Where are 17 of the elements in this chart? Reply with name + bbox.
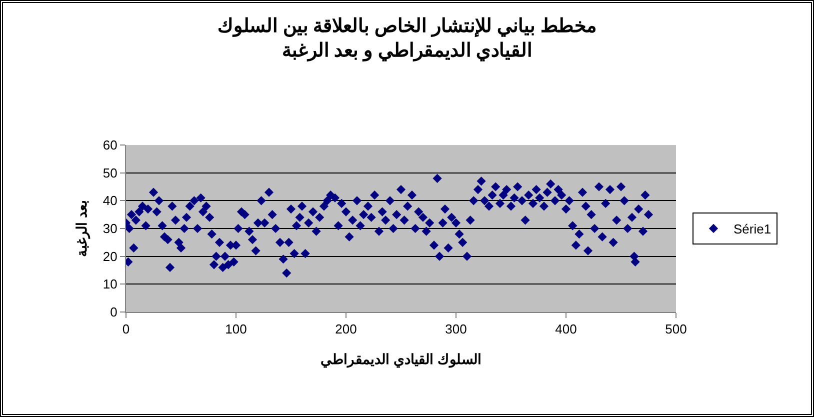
x-tick-label: 0 [122,322,130,337]
y-tick-label: 20 [102,248,118,264]
chart-title: مخطط بياني للإنتشار الخاص بالعلاقة بين السلوك القيادي الديمقراطي و بعد الرغبة [218,16,596,62]
y-axis-title: بعد الرغبة [74,200,91,257]
x-tick-label: 200 [335,322,357,337]
x-tick-label: 100 [225,322,247,337]
x-tick-label: 500 [665,322,687,337]
y-tick-label: 50 [102,165,118,180]
y-tick-label: 30 [102,221,118,236]
x-axis-title: السلوك القيادي الديمقراطي [320,350,482,368]
y-tick-label: 10 [102,276,118,292]
y-tick-label: 0 [110,304,118,320]
y-tick-label: 60 [102,138,118,153]
x-tick-label: 300 [445,322,467,337]
x-tick-label: 400 [555,322,577,337]
y-tick-label: 40 [102,193,118,208]
legend-label: Série1 [734,222,772,237]
